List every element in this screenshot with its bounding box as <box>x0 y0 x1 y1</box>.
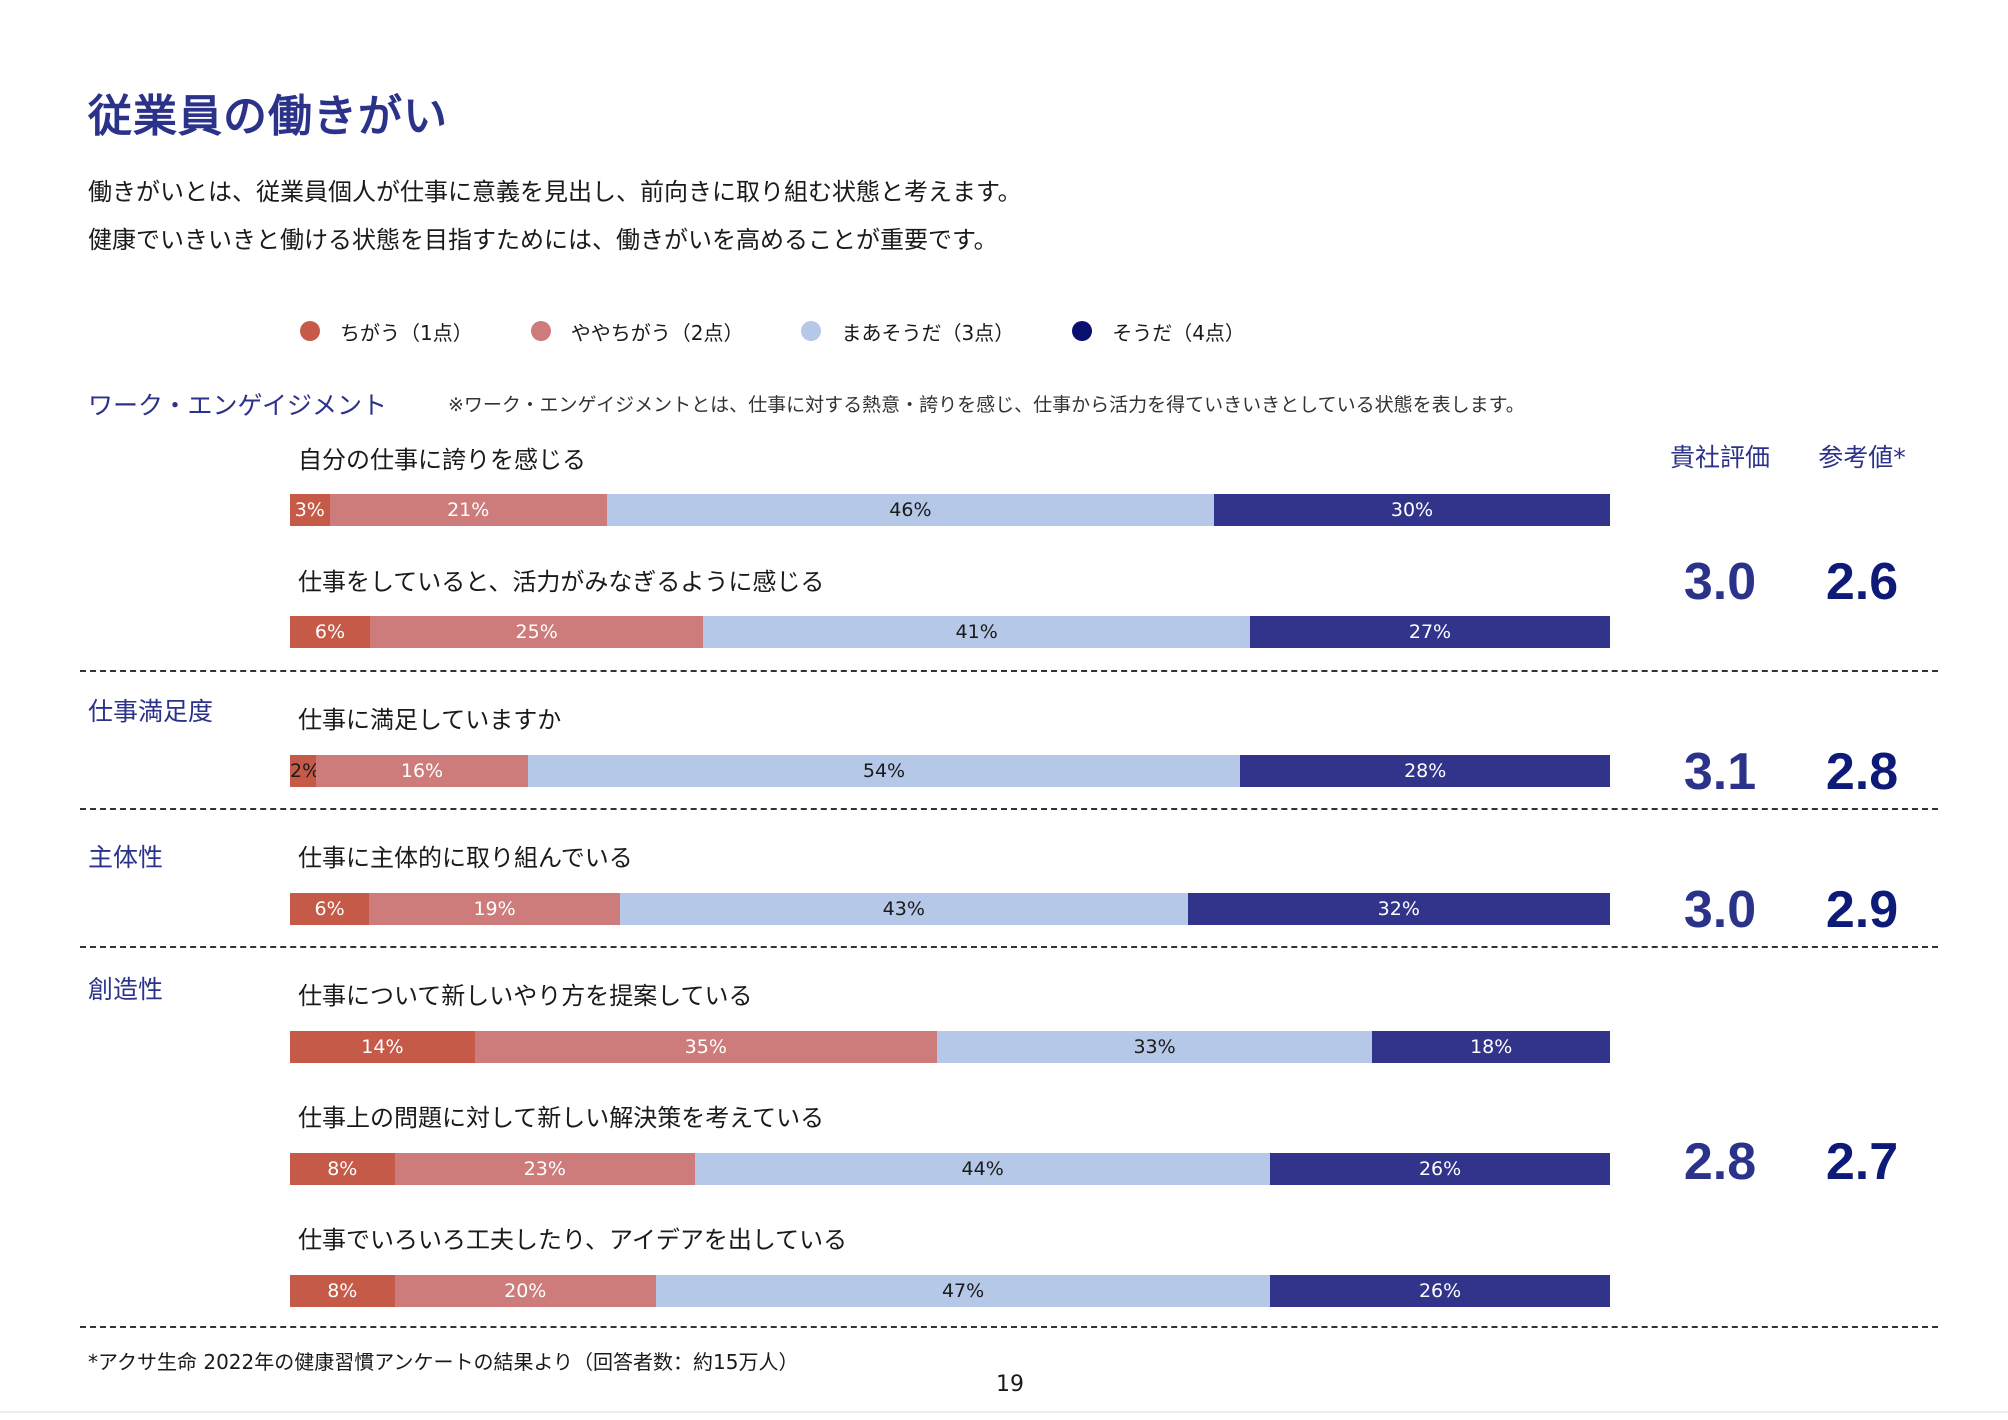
stacked-bar-3: 2% 16% 54% 28% <box>290 755 1610 787</box>
bar-segment-6-2: 23% <box>394 1153 696 1185</box>
bar-segment-3-4: 28% <box>1240 755 1610 787</box>
question-label-6: 仕事上の問題に対して新しい解決策を考えている <box>298 1104 825 1132</box>
question-label-5: 仕事について新しいやり方を提案している <box>298 982 753 1010</box>
legend-item-1: ちがう（1点） <box>300 317 473 346</box>
stacked-bar-6: 8% 23% 44% 26% <box>290 1153 1610 1185</box>
legend-item-2: ややちがう（2点） <box>530 317 744 346</box>
stacked-bar-4: 6% 19% 43% 32% <box>290 893 1610 925</box>
bar-segment-7-4: 26% <box>1270 1275 1610 1307</box>
bar-segment-2-3: 41% <box>703 616 1250 648</box>
bar-segment-7-2: 20% <box>394 1275 656 1307</box>
legend-label-4: そうだ（4点） <box>1112 320 1245 345</box>
section-label-proactivity: 主体性 <box>88 843 164 872</box>
work-engagement-note: ※ワーク・エンゲイジメントとは、仕事に対する熱意・誇りを感じ、仕事から活力を得て… <box>448 394 1525 416</box>
bar-segment-7-1: 8% <box>290 1275 395 1307</box>
question-label-1: 自分の仕事に誇りを感じる <box>298 446 586 474</box>
reference-score-header: 参考値* <box>1818 443 1906 472</box>
bar-segment-6-1: 8% <box>290 1153 395 1185</box>
reference-score-job-satisfaction: 2.8 <box>1825 743 1899 801</box>
bar-segment-3-1: 2% <box>290 755 320 787</box>
bar-segment-5-1: 14% <box>290 1031 475 1063</box>
intro-text-1: 働きがいとは、従業員個人が仕事に意義を見出し、前向きに取り組む状態と考えます。 <box>88 178 1022 206</box>
bar-segment-5-3: 33% <box>936 1031 1373 1063</box>
company-score-header: 貴社評価 <box>1669 443 1770 472</box>
legend-item-3: まあそうだ（3点） <box>801 317 1014 346</box>
bar-segment-4-3: 43% <box>620 893 1188 925</box>
reference-score-proactivity: 2.9 <box>1825 881 1899 939</box>
section-divider-2 <box>80 808 1938 810</box>
stacked-bar-5: 14% 35% 33% 18% <box>290 1031 1610 1063</box>
legend-label-3: まあそうだ（3点） <box>841 320 1015 345</box>
bar-segment-7-3: 47% <box>655 1275 1271 1307</box>
question-label-2: 仕事をしていると、活力がみなぎるように感じる <box>298 568 825 596</box>
legend-marker-3 <box>801 321 822 341</box>
stacked-bar-7: 8% 20% 47% 26% <box>290 1275 1610 1307</box>
question-label-3: 仕事に満足していますか <box>298 706 562 734</box>
bar-segment-6-3: 44% <box>695 1153 1271 1185</box>
section-divider-1 <box>80 670 1938 672</box>
bar-segment-5-4: 18% <box>1372 1031 1610 1063</box>
bar-segment-1-2: 21% <box>329 494 607 526</box>
bar-segment-1-4: 30% <box>1214 494 1610 526</box>
page-title: 従業員の働きがい <box>88 91 448 142</box>
bar-segment-4-2: 19% <box>369 893 620 925</box>
question-label-4: 仕事に主体的に取り組んでいる <box>298 844 633 872</box>
stacked-bar-1: 3% 21% 46% 30% <box>290 494 1610 526</box>
legend-marker-4 <box>1072 321 1093 341</box>
footnote: *アクサ生命 2022年の健康習慣アンケートの結果より（回答者数：約15万人） <box>88 1350 799 1374</box>
bar-segment-2-2: 25% <box>370 616 704 648</box>
bar-segment-3-3: 54% <box>527 755 1241 787</box>
bar-segment-4-4: 32% <box>1187 893 1610 925</box>
bottom-rule <box>0 1411 2008 1413</box>
reference-score-creativity: 2.7 <box>1825 1133 1899 1191</box>
bar-segment-1-1: 3% <box>290 494 330 526</box>
bar-segment-6-4: 26% <box>1270 1153 1610 1185</box>
chart-legend: ちがう（1点） ややちがう（2点） まあそうだ（3点） そうだ（4点） <box>300 314 1303 348</box>
bar-segment-2-4: 27% <box>1250 616 1610 648</box>
company-score-job-satisfaction: 3.1 <box>1683 743 1757 801</box>
section-label-creativity: 創造性 <box>88 975 164 1004</box>
page-number: 19 <box>996 1372 1024 1397</box>
legend-marker-1 <box>300 321 320 341</box>
bar-segment-4-1: 6% <box>290 893 370 925</box>
bar-segment-2-1: 6% <box>290 616 370 648</box>
section-divider-3 <box>80 946 1938 948</box>
legend-item-4: そうだ（4点） <box>1072 317 1245 346</box>
section-label-job-satisfaction: 仕事満足度 <box>88 697 214 726</box>
bar-segment-1-3: 46% <box>606 494 1214 526</box>
legend-marker-2 <box>530 321 551 341</box>
company-score-creativity: 2.8 <box>1683 1133 1757 1191</box>
stacked-bar-2: 6% 25% 41% 27% <box>290 616 1610 648</box>
company-score-work-engagement: 3.0 <box>1683 553 1757 611</box>
section-label-work-engagement: ワーク・エンゲイジメント <box>88 391 388 420</box>
company-score-proactivity: 3.0 <box>1683 881 1757 939</box>
reference-score-work-engagement: 2.6 <box>1825 553 1899 611</box>
section-divider-4 <box>80 1326 1938 1328</box>
intro-text-2: 健康でいきいきと働ける状態を目指すためには、働きがいを高めることが重要です。 <box>88 226 998 254</box>
question-label-7: 仕事でいろいろ工夫したり、アイデアを出している <box>298 1226 848 1254</box>
bar-segment-5-2: 35% <box>474 1031 937 1063</box>
legend-label-1: ちがう（1点） <box>340 320 473 345</box>
legend-label-2: ややちがう（2点） <box>570 320 744 345</box>
bar-segment-3-2: 16% <box>316 755 528 787</box>
